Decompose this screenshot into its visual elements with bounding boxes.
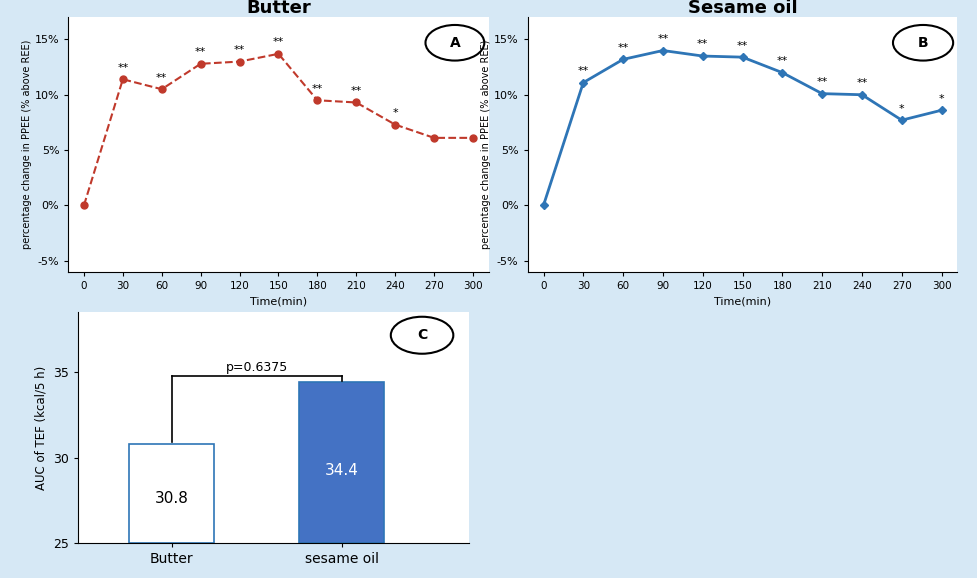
Text: p=0.6375: p=0.6375 [226, 361, 287, 374]
Text: **: ** [156, 73, 167, 83]
Bar [129, 444, 214, 543]
Text: A: A [449, 36, 460, 50]
Text: **: ** [234, 45, 245, 55]
Title: Butter: Butter [246, 0, 311, 17]
Text: **: ** [698, 39, 708, 49]
Text: 30.8: 30.8 [154, 491, 189, 506]
Text: C: C [417, 328, 427, 342]
Text: **: ** [617, 43, 629, 53]
Title: Sesame oil: Sesame oil [688, 0, 797, 17]
Bar [299, 382, 384, 543]
Text: **: ** [777, 56, 787, 66]
Text: 34.4: 34.4 [324, 464, 359, 479]
X-axis label: Time(min): Time(min) [714, 297, 771, 306]
Text: **: ** [737, 40, 748, 50]
Text: **: ** [117, 62, 128, 73]
Text: **: ** [351, 86, 361, 96]
Y-axis label: AUC of TEF (kcal/5 h): AUC of TEF (kcal/5 h) [35, 366, 48, 490]
Text: **: ** [856, 78, 868, 88]
X-axis label: Time(min): Time(min) [250, 297, 307, 306]
Circle shape [426, 25, 485, 61]
Circle shape [391, 317, 453, 354]
Text: **: ** [312, 84, 323, 94]
Y-axis label: percentage change in PPEE (% above REE): percentage change in PPEE (% above REE) [21, 40, 32, 249]
Circle shape [893, 25, 954, 61]
Text: *: * [939, 94, 945, 103]
Text: **: ** [658, 34, 668, 44]
Text: *: * [393, 108, 398, 118]
Y-axis label: percentage change in PPEE (% above REE): percentage change in PPEE (% above REE) [481, 40, 491, 249]
Text: B: B [917, 36, 928, 50]
Text: **: ** [577, 66, 589, 76]
Text: *: * [899, 103, 905, 113]
Text: **: ** [817, 77, 828, 87]
Text: **: ** [273, 37, 284, 47]
Text: **: ** [195, 47, 206, 57]
